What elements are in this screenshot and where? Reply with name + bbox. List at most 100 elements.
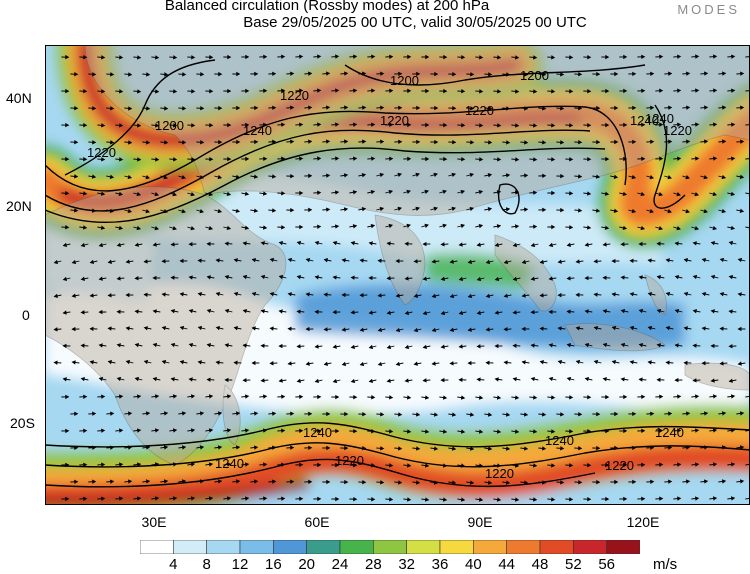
wind-arrow-head: [731, 54, 736, 59]
wind-arrow: [745, 395, 750, 398]
wind-arrow-head: [308, 71, 313, 76]
wind-arrow-head: [386, 344, 392, 350]
wind-arrow-head: [326, 105, 331, 110]
wind-arrow-head: [578, 174, 583, 179]
wind-arrow-head: [677, 54, 682, 59]
wind-arrow-head: [190, 462, 196, 467]
wind-arrow-head: [449, 327, 454, 332]
wind-arrow-head: [575, 359, 581, 365]
wind-arrow-head: [623, 462, 628, 468]
contour-label: 1220: [605, 458, 634, 473]
wind-arrow-head: [134, 309, 139, 314]
wind-arrow-head: [614, 445, 619, 451]
wind-arrow-head: [479, 89, 484, 94]
wind-arrow-head: [593, 292, 598, 297]
wind-arrow-head: [683, 326, 688, 331]
wind-arrow-head: [496, 190, 502, 195]
wind-arrow-head: [299, 496, 304, 501]
wind-arrow-head: [299, 190, 304, 196]
wind-arrow-head: [98, 276, 103, 281]
wind-arrow-head: [380, 412, 385, 417]
wind-arrow-head: [694, 462, 700, 467]
wind-arrow-head: [532, 395, 538, 400]
wind-arrow-head: [515, 89, 520, 94]
wind-arrow-head: [677, 428, 682, 433]
wind-arrow-head: [182, 140, 187, 145]
wind-arrow-head: [514, 395, 520, 400]
contour-label: 1240: [655, 425, 684, 440]
wind-arrow-head: [665, 291, 671, 297]
lon-label-30e: 30E: [141, 514, 167, 530]
wind-arrow-head: [371, 54, 376, 59]
wind-arrow-head: [101, 496, 106, 501]
wind-arrow-head: [440, 276, 445, 281]
wind-arrow-head: [722, 71, 727, 76]
wind-arrow-head: [182, 106, 187, 111]
wind-arrow-head: [713, 88, 718, 93]
wind-arrow-head: [290, 479, 295, 484]
wind-arrow-head: [431, 293, 437, 299]
wind-arrow-head: [569, 225, 574, 230]
wind-arrow-head: [190, 192, 195, 197]
wind-arrow-head: [497, 157, 502, 162]
wind-arrow-head: [110, 106, 115, 111]
wind-arrow-head: [197, 258, 202, 263]
wind-arrow-head: [422, 276, 427, 281]
wind-arrow-head: [317, 462, 322, 468]
wind-arrow-head: [701, 291, 707, 297]
wind-arrow-head: [602, 309, 607, 314]
wind-arrow-head: [335, 88, 340, 93]
wind-arrow-head: [694, 226, 699, 231]
wind-arrow-head: [143, 259, 148, 264]
wind-arrow-head: [413, 293, 418, 298]
wind-arrow-head: [362, 412, 367, 417]
wind-arrow-head: [548, 343, 553, 348]
wind-arrow-head: [739, 208, 745, 213]
wind-arrow-head: [514, 224, 520, 229]
wind-arrow-head: [299, 428, 304, 433]
wind-arrow-head: [110, 72, 115, 77]
wind-arrow-head: [368, 310, 373, 315]
colorbar-swatch: [473, 540, 507, 554]
wind-arrow-head: [532, 429, 538, 434]
wind-arrow-head: [452, 139, 457, 145]
wind-arrow-head: [587, 156, 592, 162]
wind-arrow-head: [497, 123, 502, 128]
wind-arrow-head: [242, 308, 248, 314]
wind-arrow-head: [380, 446, 385, 451]
wind-arrow-head: [388, 223, 394, 229]
wind-arrow-head: [449, 259, 454, 264]
wind-arrow-head: [494, 276, 500, 282]
wind-arrow-head: [344, 411, 349, 417]
wind-arrow-head: [677, 122, 682, 127]
wind-arrow-head: [92, 106, 97, 111]
wind-arrow-head: [596, 479, 601, 485]
wind-arrow-head: [296, 275, 302, 280]
wind-arrow-head: [317, 190, 322, 195]
wind-arrow-head: [163, 209, 168, 214]
wind-arrow-head: [470, 106, 475, 111]
wind-arrow-head: [253, 208, 259, 213]
wind-arrow-head: [136, 462, 142, 467]
wind-arrow-head: [260, 241, 265, 246]
wind-arrow-head: [469, 172, 475, 178]
wind-arrow-head: [272, 411, 277, 416]
wind-arrow-head: [389, 156, 394, 161]
wind-arrow-head: [458, 344, 463, 349]
wind-arrow-head: [479, 123, 484, 128]
wind-arrow-head: [326, 479, 331, 485]
wind-arrow-head: [730, 428, 736, 433]
wind-arrow-head: [362, 139, 367, 144]
wind-arrow-head: [710, 378, 715, 383]
wind-arrow-head: [350, 241, 355, 246]
wind-arrow-head: [677, 156, 682, 161]
wind-arrow-head: [65, 156, 70, 162]
wind-arrow-head: [260, 274, 266, 280]
wind-arrow-head: [170, 242, 175, 247]
wind-arrow-head: [350, 378, 356, 384]
colorbar-unit: m/s: [653, 556, 678, 573]
wind-arrow-head: [134, 342, 140, 348]
wind-arrow-head: [451, 480, 457, 485]
wind-arrow-head: [92, 479, 97, 484]
wind-arrow-head: [235, 208, 241, 213]
